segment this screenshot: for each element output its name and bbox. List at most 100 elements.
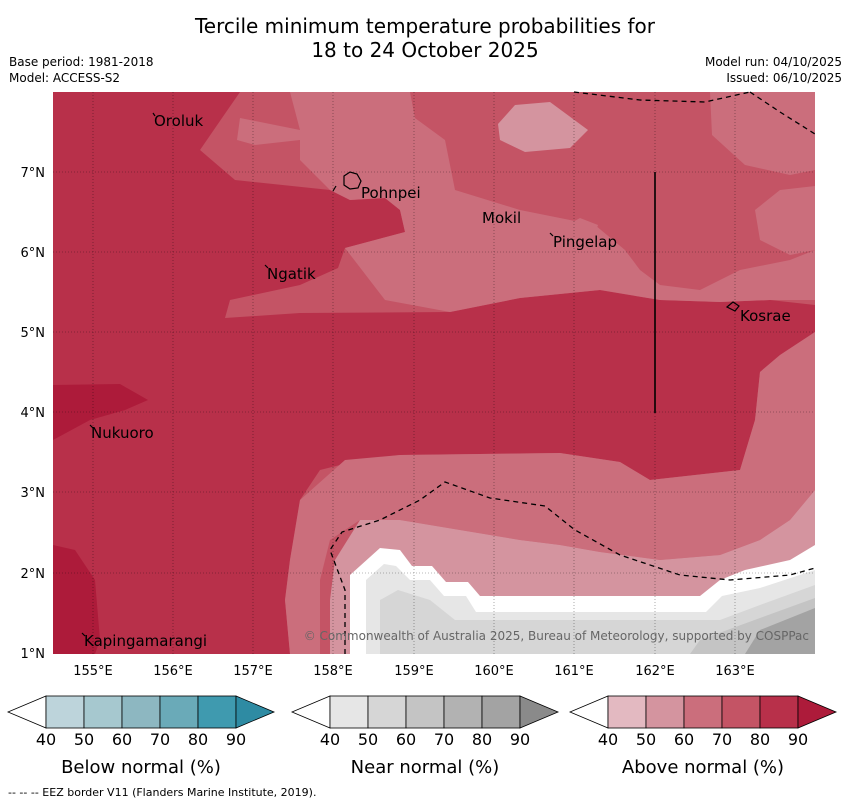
legend-tick: 40 xyxy=(598,730,618,749)
legend-tick: 40 xyxy=(320,730,340,749)
kapinga-island xyxy=(81,632,86,637)
legend-swatch xyxy=(405,695,445,729)
field-near-50-60 xyxy=(380,585,815,654)
legend-swatch xyxy=(45,695,85,729)
x-tick: 158°E xyxy=(313,664,353,679)
field-60-70-mid xyxy=(540,218,598,262)
y-tick: 1°N xyxy=(21,647,46,662)
title-line-1: Tercile minimum temperature probabilitie… xyxy=(194,14,656,38)
field-50-60-north xyxy=(498,102,588,152)
legend-tick: 50 xyxy=(636,730,656,749)
legend-tick: 70 xyxy=(712,730,732,749)
place-ngatik: Ngatik xyxy=(267,265,316,283)
legend-title: Below normal (%) xyxy=(61,757,221,778)
legend-left-extension xyxy=(568,695,609,729)
field-60-70-north xyxy=(290,92,815,312)
legend-below-normal: 40 50 60 70 80 90 Below normal (%) xyxy=(6,695,276,778)
ngatik-island xyxy=(264,264,269,269)
map-title: Tercile minimum temperature probabilitie… xyxy=(0,14,850,62)
meta-right: Model run: 04/10/2025 Issued: 06/10/2025 xyxy=(705,54,842,86)
y-tick: 4°N xyxy=(21,406,46,421)
legend-swatch xyxy=(367,695,407,729)
legend-tick: 60 xyxy=(396,730,416,749)
place-nukuoro: Nukuoro xyxy=(91,424,154,442)
legend-swatch xyxy=(607,695,647,729)
map-field xyxy=(53,92,815,654)
legend-swatch xyxy=(443,695,483,729)
legend-tick: 60 xyxy=(112,730,132,749)
place-kosrae: Kosrae xyxy=(740,307,791,325)
legend-near-normal: 40 50 60 70 80 90 Near normal (%) xyxy=(290,695,560,778)
legend-title: Near normal (%) xyxy=(351,757,500,778)
legend-tick: 70 xyxy=(150,730,170,749)
legend-swatch xyxy=(481,695,521,729)
pingelap-island xyxy=(549,232,554,237)
x-tick: 155°E xyxy=(73,664,113,679)
legend-left-extension xyxy=(6,695,47,729)
y-tick: 6°N xyxy=(21,246,46,261)
legend-swatch xyxy=(721,695,761,729)
legend-tick: 90 xyxy=(788,730,808,749)
legend-left-extension xyxy=(290,695,331,729)
y-axis-labels: 1°N 2°N 3°N 4°N 5°N 6°N 7°N xyxy=(21,166,46,662)
x-tick: 163°E xyxy=(715,664,755,679)
legend-right-extension xyxy=(797,695,838,729)
legend-swatch xyxy=(329,695,369,729)
eez-footnote: -- -- -- EEZ border V11 (Flanders Marine… xyxy=(8,786,317,799)
title-line-2: 18 to 24 October 2025 xyxy=(311,38,539,62)
legend-swatch xyxy=(197,695,237,729)
pohnpei-reef xyxy=(332,185,337,192)
y-tick: 7°N xyxy=(21,166,46,181)
legend-swatch xyxy=(121,695,161,729)
legend-tick: 70 xyxy=(434,730,454,749)
legend-right-extension xyxy=(519,695,560,729)
place-pingelap: Pingelap xyxy=(553,233,617,251)
x-tick: 156°E xyxy=(153,664,193,679)
field-90-west xyxy=(53,384,148,440)
place-kapingamarangi: Kapingamarangi xyxy=(84,632,207,650)
x-axis-labels: 155°E 156°E 157°E 158°E 159°E 160°E 161°… xyxy=(73,664,755,679)
y-tick: 2°N xyxy=(21,567,46,582)
legend-swatch xyxy=(683,695,723,729)
x-tick: 162°E xyxy=(635,664,675,679)
legend-tick: 90 xyxy=(510,730,530,749)
legend-tick: 90 xyxy=(226,730,246,749)
x-tick: 160°E xyxy=(474,664,514,679)
pohnpei-island xyxy=(343,171,362,190)
legend-title: Above normal (%) xyxy=(622,757,784,778)
y-tick: 3°N xyxy=(21,486,46,501)
legend-swatch xyxy=(159,695,199,729)
place-oroluk: Oroluk xyxy=(154,112,203,130)
legend-tick: 80 xyxy=(750,730,770,749)
x-tick: 159°E xyxy=(394,664,434,679)
legend-tick: 60 xyxy=(674,730,694,749)
legend-swatch xyxy=(645,695,685,729)
eez-border xyxy=(329,91,816,654)
legend-swatch xyxy=(759,695,799,729)
legend-right-extension xyxy=(235,695,276,729)
oroluk-island xyxy=(152,112,156,117)
kosrae-island xyxy=(725,301,740,312)
nukuoro-island xyxy=(89,424,94,429)
place-pohnpei: Pohnpei xyxy=(361,184,421,202)
place-mokil: Mokil xyxy=(482,209,521,227)
field-90-southwest xyxy=(53,545,100,654)
base-period-text: Base period: 1981-2018 xyxy=(9,55,154,69)
field-60-70-west-lobe xyxy=(237,118,300,145)
legend-tick: 40 xyxy=(36,730,56,749)
legend-tick: 50 xyxy=(74,730,94,749)
issued-text: Issued: 06/10/2025 xyxy=(726,71,842,85)
legend-tick: 50 xyxy=(358,730,378,749)
x-tick: 161°E xyxy=(554,664,594,679)
field-60-70-east xyxy=(755,186,815,255)
legend-tick: 80 xyxy=(188,730,208,749)
meta-left: Base period: 1981-2018 Model: ACCESS-S2 xyxy=(9,54,154,86)
field-80-90 xyxy=(53,92,815,654)
field-near-70-80 xyxy=(745,608,815,654)
field-60-70-south xyxy=(285,332,815,654)
model-run-text: Model run: 04/10/2025 xyxy=(704,55,842,69)
model-text: Model: ACCESS-S2 xyxy=(9,71,121,85)
y-tick: 5°N xyxy=(21,326,46,341)
